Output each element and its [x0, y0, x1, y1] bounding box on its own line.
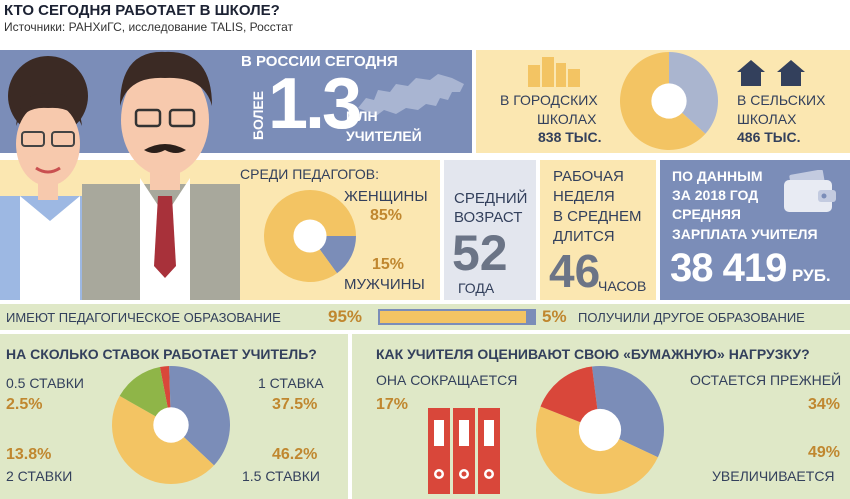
age-unit: ГОДА [458, 280, 495, 296]
rural-value: 486 ТЫС. [737, 129, 801, 145]
schools-donut [620, 52, 718, 150]
age-value: 52 [452, 225, 508, 281]
salary-line1: ПО ДАННЫМ [672, 168, 763, 184]
paper-title: КАК УЧИТЕЛЯ ОЦЕНИВАЮТ СВОЮ «БУМАЖНУЮ» НА… [376, 346, 810, 362]
rate-two-label: 2 СТАВКИ [6, 468, 73, 484]
salary-line3: СРЕДНЯЯ [672, 206, 741, 222]
age-panel [444, 160, 536, 300]
rate-one-pct: 37.5% [272, 396, 318, 413]
rate-onehalf-pct: 46.2% [272, 446, 318, 463]
rural-houses-icon [737, 60, 817, 86]
salary-unit: РУБ. [792, 266, 831, 285]
gender-hole [293, 219, 327, 253]
gender-donut [264, 190, 356, 282]
sources-text: Источники: РАНХиГС, исследование TALIS, … [4, 20, 294, 34]
schools-hole [651, 83, 687, 119]
rates-donut [112, 366, 230, 484]
wallet-icon [784, 169, 836, 212]
education-right-pct: 5% [542, 307, 567, 326]
week-line2: НЕДЕЛЯ [553, 188, 615, 205]
paper-less-pct: 17% [376, 396, 409, 413]
week-unit: ЧАСОВ [598, 278, 647, 294]
women-label: ЖЕНЩИНЫ [344, 188, 428, 205]
unit-line1: МЛН [346, 108, 378, 124]
men-label: МУЖЧИНЫ [344, 276, 425, 293]
paper-more-label: УВЕЛИЧИВАЕТСЯ [712, 468, 835, 484]
teachers-illustration [0, 46, 240, 300]
rate-half-pct: 2.5% [6, 396, 43, 413]
rates-title: НА СКОЛЬКО СТАВОК РАБОТАЕТ УЧИТЕЛЬ? [6, 346, 317, 362]
age-line1: СРЕДНИЙ [454, 190, 528, 207]
gender-label: СРЕДИ ПЕДАГОГОВ: [240, 166, 380, 182]
teachers-number: 1.3 [268, 64, 362, 144]
age-line2: ВОЗРАСТ [454, 209, 523, 226]
paper-less-label: ОНА СОКРАЩАЕТСЯ [376, 372, 518, 388]
paper-same-pct: 34% [808, 396, 841, 413]
city-buildings-icon [528, 55, 580, 87]
education-bar-fill [380, 311, 527, 323]
rate-onehalf-label: 1.5 СТАВКИ [242, 468, 320, 484]
page-title: КТО СЕГОДНЯ РАБОТАЕТ В ШКОЛЕ? [4, 2, 280, 19]
rural-line1: В СЕЛЬСКИХ [737, 92, 826, 108]
schools-slice-0 [669, 52, 718, 134]
rural-line2: ШКОЛАХ [737, 111, 797, 127]
binders-icon [428, 408, 500, 494]
salary-line2: ЗА 2018 ГОД [672, 187, 759, 203]
russia-map [356, 70, 466, 120]
men-pct: 15% [372, 256, 405, 273]
paper-slice-2 [540, 366, 600, 430]
salary-value: 38 419 [670, 246, 787, 290]
week-line4: ДЛИТСЯ [553, 228, 615, 245]
city-line2: ШКОЛАХ [537, 111, 597, 127]
paper-same-label: ОСТАЕТСЯ ПРЕЖНЕЙ [690, 372, 842, 388]
week-value: 46 [549, 245, 601, 297]
paper-more-pct: 49% [808, 444, 841, 461]
paper-hole [578, 408, 622, 452]
more-label: БОЛЕЕ [250, 90, 266, 140]
rates-slice-3 [119, 367, 171, 425]
education-left-pct: 95% [328, 307, 363, 326]
russia-label: В РОССИИ СЕГОДНЯ [241, 53, 398, 70]
week-line1: РАБОЧАЯ [553, 168, 624, 185]
paper-donut [536, 366, 664, 494]
city-value: 838 ТЫС. [538, 129, 602, 145]
rate-half-label: 0.5 СТАВКИ [6, 375, 84, 391]
education-bar [378, 309, 536, 325]
rate-one-label: 1 СТАВКА [258, 375, 324, 391]
rate-two-pct: 13.8% [6, 446, 52, 463]
salary-line4: ЗАРПЛАТА УЧИТЕЛЯ [672, 226, 818, 242]
education-left-label: ИМЕЮТ ПЕДАГОГИЧЕСКОЕ ОБРАЗОВАНИЕ [6, 310, 281, 325]
women-pct: 85% [370, 207, 403, 224]
week-line3: В СРЕДНЕМ [553, 208, 642, 225]
education-right-label: ПОЛУЧИЛИ ДРУГОЕ ОБРАЗОВАНИЕ [578, 310, 805, 325]
city-line1: В ГОРОДСКИХ [500, 92, 598, 108]
rates-slice-1 [169, 366, 230, 466]
week-panel [540, 160, 656, 300]
rates-hole [153, 407, 189, 443]
unit-line2: УЧИТЕЛЕЙ [346, 128, 422, 144]
